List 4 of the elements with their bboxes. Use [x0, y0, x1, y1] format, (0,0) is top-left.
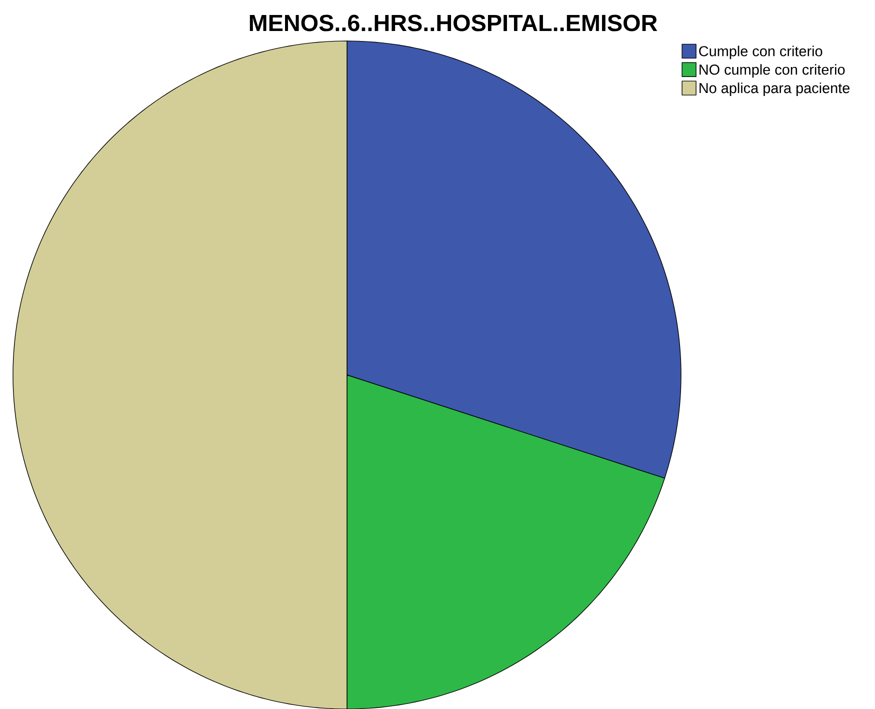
chart-title: MENOS..6..HRS..HOSPITAL..EMISOR: [250, 14, 658, 32]
legend-label: No aplica para paciente: [700, 82, 850, 96]
legend-label: Cumple con criterio: [699, 46, 822, 60]
legend-label: NO cumple con criterio: [700, 64, 845, 78]
